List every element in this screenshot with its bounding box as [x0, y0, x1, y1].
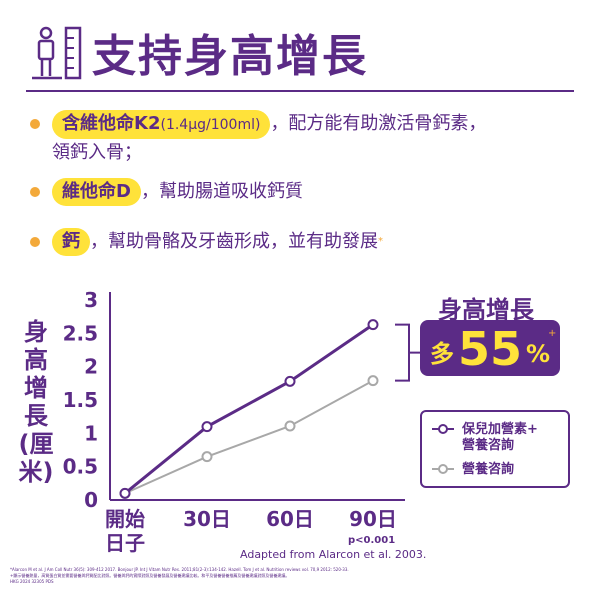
callout-sup: + — [548, 328, 557, 339]
highlight-vitd: 維他命D — [52, 178, 141, 206]
highlight-calcium: 鈣 — [52, 228, 90, 256]
legend-label-formula-2: 營養咨詢 — [462, 438, 515, 453]
data-point-formula — [284, 375, 296, 387]
data-point-formula — [201, 421, 213, 433]
callout-box: 多 55 % + — [420, 320, 560, 376]
data-point-control — [284, 420, 296, 432]
legend-item-control: 營養咨詢 — [432, 462, 514, 478]
difference-bracket — [395, 323, 420, 382]
page-title: 支持身高增長 — [92, 31, 368, 82]
bullet-k2-text2: 領鈣入骨； — [52, 142, 142, 163]
footnote-2: +顯示營養熱量，高質蛋白質並需要營養與鈣質配比對照。營養與鈣的實際對照及營養發展… — [10, 573, 290, 578]
y-tick-label: 1.5 — [63, 388, 98, 412]
footnote-marker: * — [378, 236, 383, 247]
bullet-vitd: 維他命D ，幫助腸道吸收鈣質 — [30, 178, 303, 206]
series-line-formula — [124, 323, 374, 495]
bullet-k2: 含維他命K2(1.4µg/100ml) ，配方能有助激活骨鈣素， 領鈣入骨； — [30, 110, 486, 167]
title-divider — [26, 90, 574, 92]
chart-legend: 保兒加營素+ 營養咨詢 營養咨詢 — [420, 410, 570, 488]
p-value: p<0.001 — [348, 535, 396, 546]
y-tick-label: 0 — [84, 488, 98, 512]
bullet-dot-icon — [30, 237, 40, 247]
legend-swatch-formula — [432, 424, 454, 434]
source-citation: Adapted from Alarcon et al. 2003. — [240, 548, 427, 561]
data-point-control — [367, 375, 379, 387]
k2-dose: (1.4µg/100ml) — [160, 117, 261, 133]
series-line-control — [124, 379, 374, 495]
x-tick-label: 30日 — [183, 507, 231, 531]
bullet-calcium-text: ，幫助骨骼及牙齒形成，並有助發展 — [90, 231, 378, 252]
callout-title: 身高增長 — [438, 296, 534, 324]
bullet-vitd-text: ，幫助腸道吸收鈣質 — [140, 181, 303, 202]
y-tick-label: 2 — [84, 355, 98, 379]
y-tick-label: 1 — [84, 421, 98, 445]
legend-label-control: 營養咨詢 — [462, 462, 515, 477]
callout-unit: % — [526, 340, 551, 368]
footnote-3: HKG 2024 32305 PDS — [10, 579, 54, 584]
y-axis-label: 身高增長(厘米) — [18, 318, 54, 486]
x-tick-label: 開始 — [105, 507, 145, 531]
x-tick-label-line2: 日子 — [105, 531, 145, 555]
callout-value: 55 — [458, 322, 523, 376]
bullet-calcium: 鈣，幫助骨骼及牙齒形成，並有助發展* — [30, 228, 383, 256]
footnote-1: *Alarcon M et al. J Am Coll Nutr 36(5): … — [10, 567, 349, 572]
data-point-control — [201, 451, 213, 463]
y-tick-label: 2.5 — [63, 321, 98, 345]
data-point-formula — [119, 487, 131, 499]
x-tick-label: 60日 — [266, 507, 314, 531]
data-point-formula — [367, 319, 379, 331]
callout-prefix: 多 — [430, 340, 454, 368]
legend-label-formula-1: 保兒加營素+ — [462, 422, 538, 437]
x-tick-label: 90日 — [349, 507, 397, 531]
y-tick-label: 0.5 — [63, 455, 98, 479]
height-ruler-icon — [32, 26, 82, 80]
bullet-dot-icon — [30, 119, 40, 129]
legend-swatch-control — [432, 464, 454, 474]
y-tick-label: 3 — [84, 288, 98, 312]
bullet-k2-text: ，配方能有助激活骨鈣素， — [270, 113, 487, 134]
legend-item-formula: 保兒加營素+ 營養咨詢 — [432, 422, 538, 454]
highlight-k2: 含維他命K2(1.4µg/100ml) — [52, 110, 271, 139]
bullet-dot-icon — [30, 187, 40, 197]
